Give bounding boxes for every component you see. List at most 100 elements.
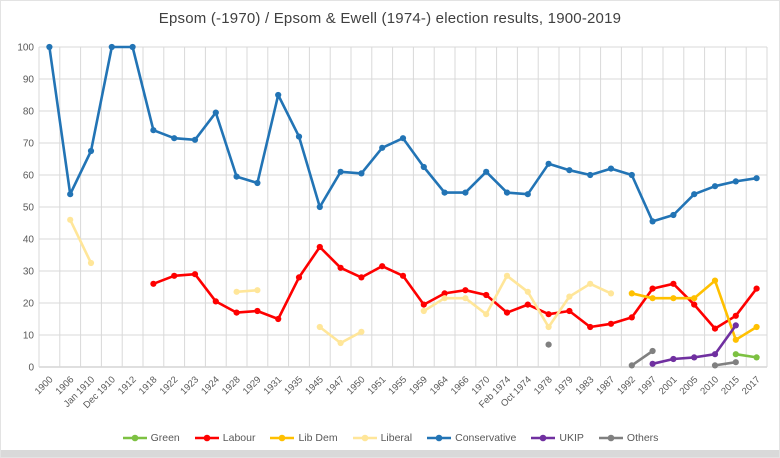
data-point-conservative [545, 160, 552, 167]
series-line-green [734, 352, 758, 359]
data-point-conservative [483, 168, 490, 175]
x-axis-tick-label: 2005 [678, 374, 701, 397]
y-axis-tick-label: 90 [23, 75, 35, 86]
data-point-liberal [254, 287, 261, 294]
legend-label: Green [150, 432, 180, 444]
legend-marker-conservative [427, 434, 452, 442]
series-line-others [630, 349, 654, 367]
y-axis-tick-label: 0 [28, 363, 34, 374]
data-point-liberal [420, 307, 427, 315]
data-point-lib-dem [670, 295, 677, 302]
series-line-conservative [48, 45, 758, 223]
x-axis-tick-label: 1964 [428, 374, 451, 397]
data-point-labour [545, 311, 552, 318]
data-point-liberal [67, 216, 74, 223]
data-point-conservative [587, 171, 594, 179]
x-axis-tick-label: 1931 [262, 374, 285, 397]
legend-item-labour[interactable]: Labour [194, 432, 256, 444]
x-axis-tick-label: 1924 [199, 374, 222, 397]
data-point-conservative [524, 191, 531, 198]
data-point-liberal [607, 290, 615, 297]
data-point-conservative [316, 203, 323, 211]
x-axis-tick-label: 1979 [553, 374, 576, 397]
x-axis-tick-label: 2001 [657, 374, 680, 397]
data-point-labour [275, 315, 282, 323]
data-point-conservative [171, 135, 178, 142]
data-point-conservative [295, 133, 303, 140]
legend-item-others[interactable]: Others [598, 432, 658, 444]
x-axis-tick-label: 2017 [740, 374, 763, 397]
data-point-conservative [337, 168, 344, 175]
x-axis-tick-label: 1923 [178, 374, 201, 397]
data-point-conservative [358, 170, 365, 177]
x-axis-tick-label: 1945 [303, 374, 326, 397]
x-axis-tick-label: 1947 [324, 374, 347, 397]
data-point-conservative [67, 191, 74, 198]
data-point-liberal [462, 295, 469, 302]
legend-label: Liberal [380, 432, 413, 444]
data-point-labour [420, 301, 427, 308]
legend-label: Labour [222, 432, 256, 444]
data-point-labour [358, 274, 365, 281]
data-point-conservative [420, 163, 427, 171]
x-axis-tick-label: 1987 [594, 374, 617, 397]
data-point-green [753, 354, 760, 361]
legend-item-ukip[interactable]: UKIP [530, 432, 584, 444]
data-point-conservative [275, 91, 282, 99]
data-point-conservative [254, 179, 261, 187]
data-point-others [545, 341, 552, 348]
legend-marker-lib-dem [270, 434, 295, 442]
data-point-conservative [212, 109, 219, 116]
legend-item-conservative[interactable]: Conservative [426, 432, 516, 444]
legend-label: Lib Dem [298, 432, 338, 444]
x-axis-tick-label: 1992 [615, 374, 638, 397]
data-point-labour [379, 263, 386, 270]
data-point-liberal [87, 259, 95, 267]
data-point-conservative [649, 218, 656, 225]
data-point-liberal [503, 272, 511, 279]
data-point-labour [483, 291, 490, 299]
data-point-liberal [233, 288, 240, 295]
series-line-liberal [235, 288, 259, 294]
data-point-conservative [191, 136, 199, 143]
data-point-lib-dem [649, 295, 656, 302]
legend-item-green[interactable]: Green [122, 432, 180, 444]
data-point-labour [587, 323, 594, 331]
legend-marker-labour [194, 434, 219, 442]
data-point-labour [171, 272, 178, 279]
data-point-lib-dem [732, 336, 739, 343]
data-point-liberal [587, 280, 594, 287]
window-edge [1, 450, 779, 457]
data-point-conservative [691, 191, 698, 198]
x-axis-tick-label: 1929 [241, 374, 264, 397]
data-point-lib-dem [753, 323, 760, 331]
x-axis-tick-label: 1978 [532, 374, 555, 397]
data-point-labour [462, 287, 469, 294]
data-point-ukip [732, 322, 739, 329]
data-point-labour [399, 272, 407, 279]
legend-item-lib-dem[interactable]: Lib Dem [269, 432, 338, 444]
data-point-labour [212, 298, 219, 305]
data-point-ukip [670, 355, 677, 363]
y-axis-tick-label: 100 [17, 43, 34, 54]
data-point-conservative [732, 178, 739, 185]
x-axis-tick-label: 1912 [116, 374, 139, 397]
data-point-others [732, 359, 739, 366]
x-axis-tick-label: 1951 [366, 374, 389, 397]
y-axis-tick-label: 50 [23, 203, 35, 214]
legend-item-liberal[interactable]: Liberal [352, 432, 413, 444]
x-axis-tick-label: 1950 [345, 374, 368, 397]
x-axis-tick-label: 2015 [719, 374, 742, 397]
y-axis-tick-label: 30 [23, 267, 35, 278]
data-point-liberal [524, 288, 531, 295]
data-point-labour [191, 271, 199, 278]
data-point-labour [649, 285, 656, 292]
x-axis-tick-label: 1928 [220, 374, 243, 397]
data-point-liberal [358, 328, 365, 335]
y-axis-tick-label: 20 [23, 299, 35, 310]
series-line-liberal [68, 218, 93, 265]
x-axis-tick-label: 1955 [386, 374, 409, 397]
x-axis-tick-label: 1997 [636, 374, 659, 397]
data-point-labour [233, 309, 240, 316]
